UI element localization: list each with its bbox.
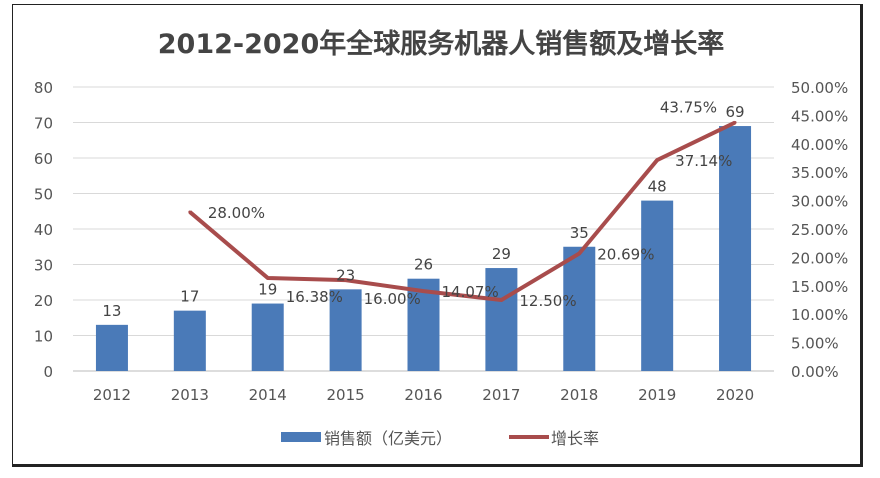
legend-bar-swatch	[281, 432, 321, 442]
line-point-2015	[344, 278, 348, 282]
line-label: 16.00%	[364, 290, 421, 308]
left-axis-tick: 0	[43, 363, 53, 381]
line-label: 12.50%	[519, 292, 576, 310]
line-point-2019	[655, 158, 659, 162]
bar-label: 69	[726, 103, 745, 121]
chart-frame: 2012-2020年全球服务机器人销售额及增长率 13 17 19 23 26 29 35 4…	[12, 4, 863, 467]
line-point-2013	[188, 210, 192, 214]
left-axis-tick: 10	[34, 328, 53, 346]
right-axis-tick: 10.00%	[791, 306, 848, 324]
line-point-2016	[422, 289, 425, 293]
legend-line-label: 增长率	[551, 429, 599, 448]
line-point-2017	[499, 298, 503, 302]
left-axis-tick: 20	[34, 292, 53, 310]
bar-2015	[329, 289, 362, 371]
bar-label: 29	[492, 245, 511, 263]
growth-rate-line	[188, 120, 736, 302]
line-point-2020	[733, 121, 737, 124]
right-axis-tick: 20.00%	[791, 249, 848, 267]
bar-2017	[485, 268, 518, 371]
x-axis-tick: 2018	[560, 386, 598, 404]
legend: 销售额（亿美元） 增长率	[281, 429, 599, 448]
line-label: 43.75%	[660, 99, 717, 117]
left-axis-tick: 40	[34, 221, 53, 239]
line-point-2014	[266, 276, 270, 280]
right-axis-tick: 35.00%	[791, 164, 848, 182]
bar-2012	[95, 324, 128, 371]
right-axis-tick: 15.00%	[791, 278, 848, 296]
bar-2014	[251, 303, 284, 371]
chart-title: 2012-2020年全球服务机器人销售额及增长率	[158, 28, 725, 60]
line-label: 14.07%	[442, 283, 499, 301]
right-axis-tick: 0.00%	[791, 363, 839, 381]
x-axis-tick: 2017	[482, 386, 520, 404]
right-axis-tick: 30.00%	[791, 193, 848, 211]
line-label: 37.14%	[675, 152, 732, 170]
bar-label: 26	[414, 256, 433, 274]
x-axis-tick: 2013	[171, 386, 209, 404]
right-axis-tick: 50.00%	[791, 79, 848, 97]
x-axis-tick: 2012	[93, 386, 131, 404]
line-label: 20.69%	[597, 245, 654, 263]
bar-2018	[563, 246, 596, 371]
right-axis-tick: 40.00%	[791, 136, 848, 154]
left-axis-tick: 30	[34, 257, 53, 275]
line-point-2018	[577, 251, 581, 255]
bar-label: 23	[336, 266, 355, 284]
right-axis-tick: 45.00%	[791, 107, 848, 125]
line-label: 28.00%	[208, 204, 265, 222]
chart: 2012-2020年全球服务机器人销售额及增长率 13 17 19 23 26 29 35 4…	[34, 28, 848, 448]
bar-2013	[173, 310, 206, 371]
x-axis-tick: 2019	[638, 386, 676, 404]
bar-label: 48	[648, 178, 667, 196]
right-axis-tick: 25.00%	[791, 221, 848, 239]
x-axis-tick: 2014	[249, 386, 287, 404]
bar-2019	[641, 200, 674, 371]
left-axis-tick: 80	[34, 79, 53, 97]
bar-label: 35	[570, 224, 589, 242]
x-axis-tick: 2015	[327, 386, 365, 404]
x-axis-tick: 2020	[716, 386, 754, 404]
left-axis-tick: 60	[34, 150, 53, 168]
left-axis-tick: 70	[34, 115, 53, 133]
x-axis-tick: 2016	[404, 386, 442, 404]
line-label: 16.38%	[286, 288, 343, 306]
bar-label: 13	[102, 302, 121, 320]
legend-bar-label: 销售额（亿美元）	[324, 429, 452, 448]
bar-label: 17	[180, 288, 199, 306]
bar-label: 19	[258, 281, 277, 299]
bar-2020	[719, 126, 752, 371]
right-axis-tick: 5.00%	[791, 335, 839, 353]
left-axis-tick: 50	[34, 186, 53, 204]
